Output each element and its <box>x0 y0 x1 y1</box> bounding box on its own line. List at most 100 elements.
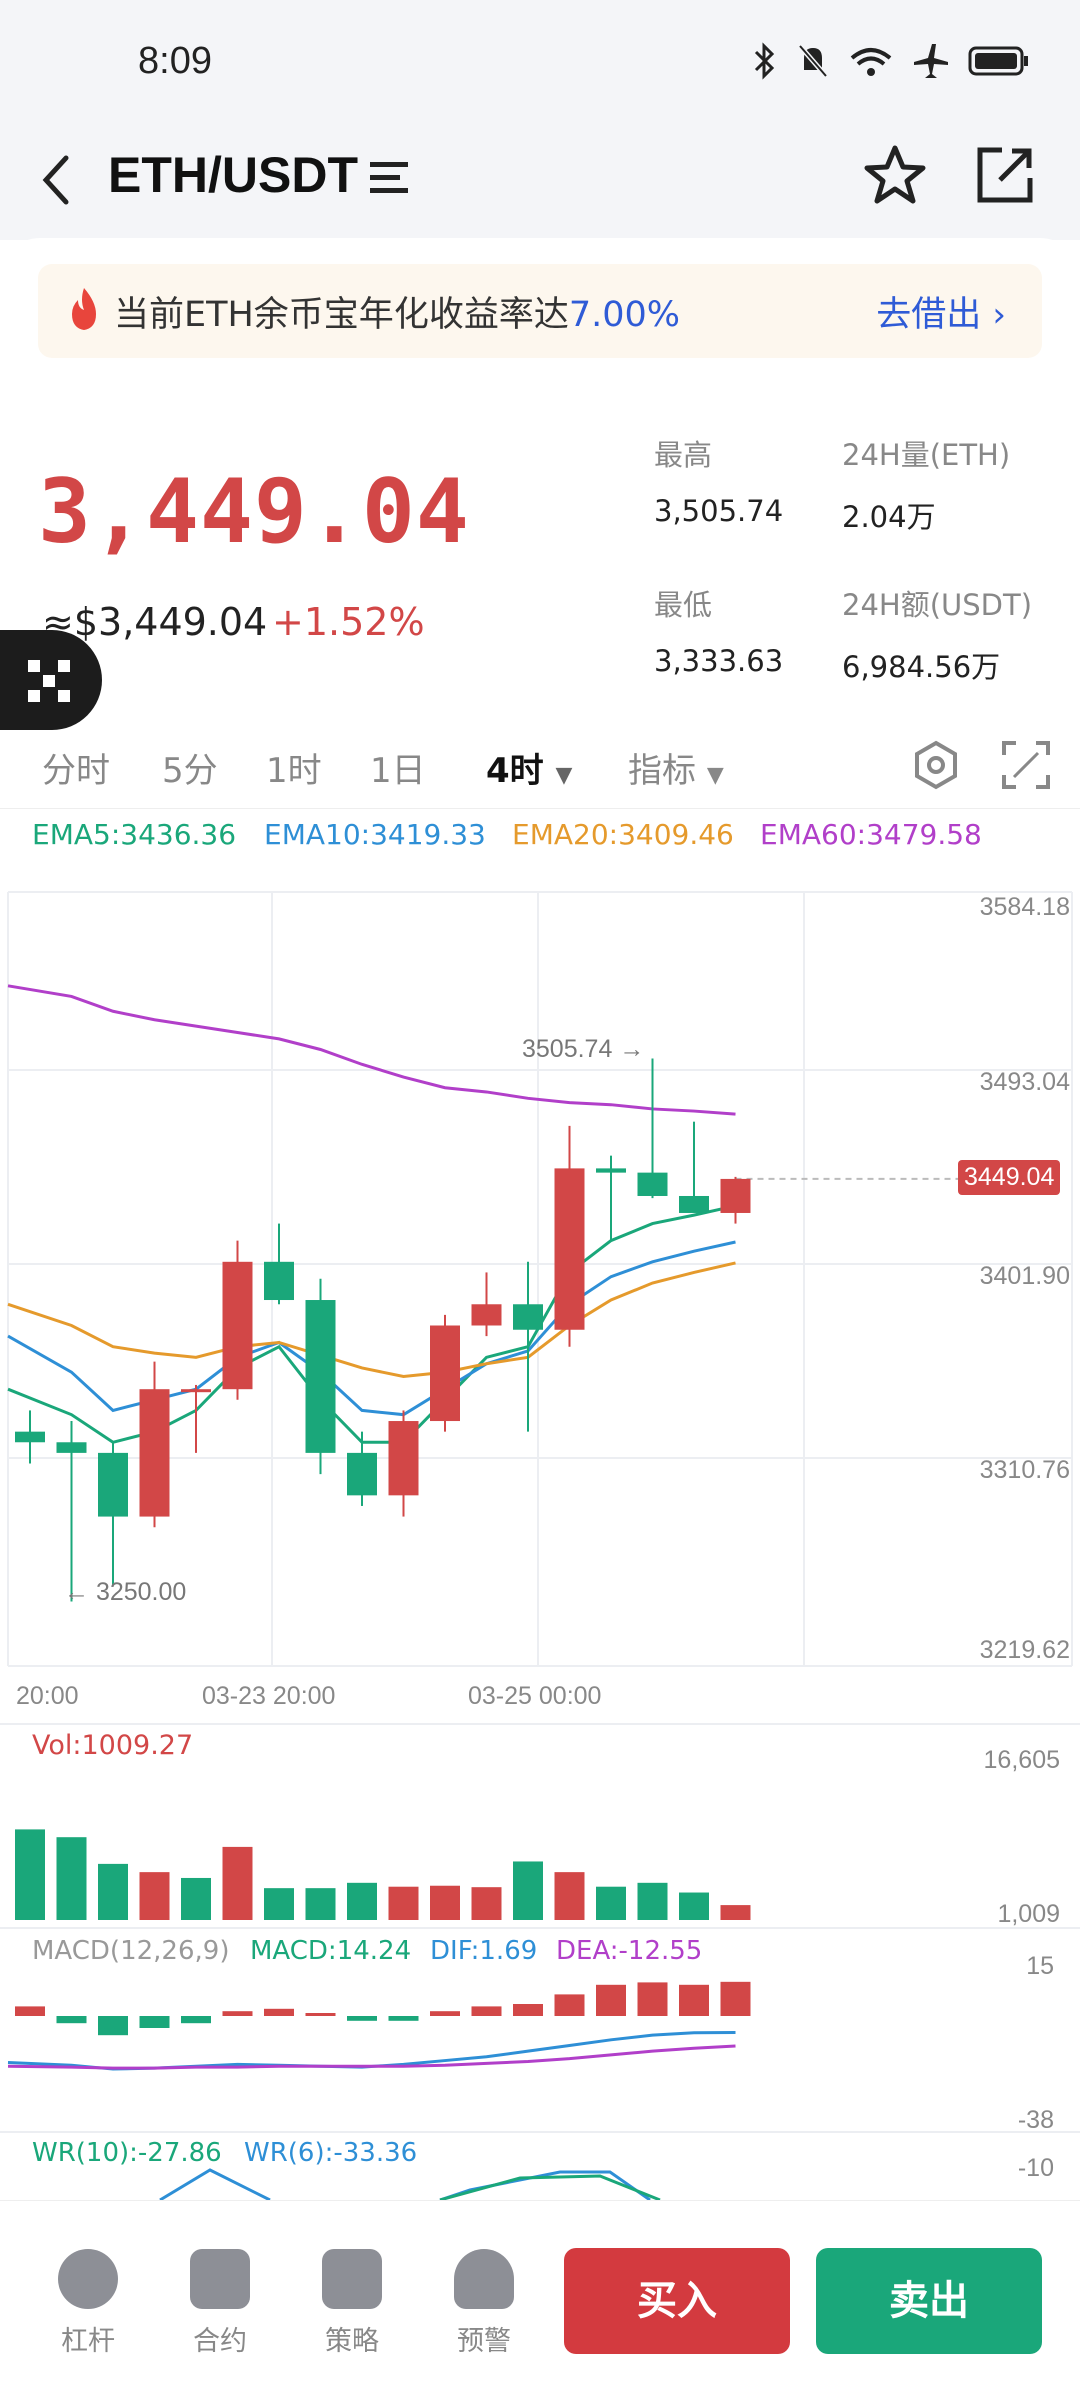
y-tick-1: 3493.04 <box>979 1068 1070 1096</box>
timeframe-tabs: 分时 5分 1时 1日 4时 ▼ 指标 ▼ <box>0 735 1080 805</box>
tab-timeshare[interactable]: 分时 <box>42 751 110 791</box>
airplane-icon <box>914 44 948 78</box>
fire-icon <box>72 288 96 330</box>
macd-hist-10 <box>430 2011 460 2016</box>
macd-hist-5 <box>222 2011 253 2016</box>
dea-value: DEA:-12.55 <box>556 1936 703 1966</box>
macd-hist-16 <box>679 1984 709 2016</box>
candle-body-11 <box>471 1304 502 1326</box>
volume-bar-0 <box>15 1829 45 1920</box>
macd-tick-low: -38 <box>1017 2106 1054 2134</box>
tab-indicators[interactable]: 指标 ▼ <box>628 751 724 791</box>
volume-bar-7 <box>305 1888 336 1920</box>
macd-tick-high: 15 <box>1026 1952 1054 1980</box>
tab-1d[interactable]: 1日 <box>370 751 426 791</box>
macd-hist-14 <box>596 1984 626 2016</box>
volume-bar-12 <box>513 1861 543 1920</box>
volume-bar-11 <box>471 1887 502 1920</box>
macd-hist-15 <box>637 1982 668 2016</box>
fullscreen-icon[interactable] <box>1000 739 1052 791</box>
vol-tick-low: 1,009 <box>997 1900 1060 1928</box>
back-icon[interactable] <box>36 150 76 210</box>
contract-tab[interactable]: 合约 <box>180 2249 260 2358</box>
macd-hist-8 <box>347 2016 377 2021</box>
pair-title[interactable]: ETH/USDT <box>108 147 358 203</box>
last-price: 3,449.04 <box>38 460 470 563</box>
x-tick-2: 03-25 00:00 <box>468 1682 602 1710</box>
earn-banner[interactable]: 当前ETH余币宝年化收益率达7.00% 去借出 › <box>38 264 1042 358</box>
y-tick-3: 3310.76 <box>979 1456 1070 1484</box>
vol-label: 24H量(ETH) <box>842 438 1011 472</box>
lend-link[interactable]: 去借出 › <box>876 295 1006 335</box>
ema10-line <box>7 1240 736 1417</box>
strategy-tab[interactable]: 策略 <box>312 2249 392 2358</box>
contract-label: 合约 <box>193 2326 247 2357</box>
macd-hist-0 <box>15 2006 45 2016</box>
x-tick-1: 03-23 20:00 <box>202 1682 336 1710</box>
candle-body-16 <box>679 1195 709 1213</box>
candle-body-10 <box>430 1325 460 1422</box>
battery-icon <box>968 46 1028 76</box>
divider <box>0 808 1080 809</box>
wr-panel <box>159 2168 661 2200</box>
star-icon[interactable] <box>862 142 928 208</box>
candle-body-0 <box>15 1431 45 1443</box>
pair-menu-icon[interactable] <box>368 156 410 200</box>
volume-bar-14 <box>596 1886 626 1920</box>
y-tick-0: 3584.18 <box>979 893 1070 921</box>
candle-body-5 <box>222 1261 253 1390</box>
tab-5m[interactable]: 5分 <box>162 751 218 791</box>
volume-bar-17 <box>720 1905 751 1920</box>
ema10-label: EMA10:3419.33 <box>264 818 486 851</box>
last-price-tag: 3449.04 <box>958 1160 1061 1195</box>
candle-body-9 <box>388 1421 419 1496</box>
candle-body-2 <box>98 1452 128 1517</box>
volume-bar-5 <box>222 1846 253 1920</box>
tab-4h[interactable]: 4时 ▼ <box>486 751 573 791</box>
ema5-label: EMA5:3436.36 <box>32 818 237 851</box>
share-icon[interactable] <box>972 142 1038 208</box>
volume-bar-16 <box>679 1892 709 1920</box>
wifi-icon <box>850 48 892 76</box>
macd-hist-6 <box>264 2008 294 2016</box>
y-tick-2: 3401.90 <box>979 1262 1070 1290</box>
buy-button[interactable]: 买入 <box>564 2248 790 2354</box>
volume-bars <box>15 1829 751 1920</box>
high-marker: 3505.74 → <box>522 1035 645 1063</box>
volume-bar-10 <box>430 1885 460 1920</box>
dif-line <box>7 2031 736 2071</box>
wr10-line <box>439 2174 661 2200</box>
candle-body-15 <box>637 1172 668 1196</box>
margin-icon <box>58 2249 118 2309</box>
margin-tab[interactable]: 杠杆 <box>48 2249 128 2358</box>
amount-label: 24H额(USDT) <box>842 588 1033 622</box>
mute-bell-icon <box>798 44 828 78</box>
wr6-value: WR(6):-33.36 <box>244 2138 418 2168</box>
kline-chart[interactable] <box>0 860 1080 2200</box>
status-bar: 8:09 <box>0 0 1080 130</box>
candle-body-13 <box>554 1168 585 1330</box>
macd-hist-12 <box>513 2004 543 2016</box>
nav-bar: ETH/USDT <box>0 130 1080 240</box>
candle-body-14 <box>596 1168 626 1173</box>
dea-line <box>7 2044 736 2070</box>
chart-settings-icon[interactable] <box>908 737 964 793</box>
high-label: 最高 <box>654 438 713 472</box>
sell-button[interactable]: 卖出 <box>816 2248 1042 2354</box>
margin-label: 杠杆 <box>61 2326 115 2357</box>
chart-grid <box>0 891 1080 2133</box>
price-change: +1.52% <box>272 600 425 644</box>
volume-bar-9 <box>388 1886 419 1920</box>
amount-value: 6,984.56万 <box>842 650 1001 684</box>
floating-widget-button[interactable] <box>0 630 102 730</box>
alert-tab[interactable]: 预警 <box>444 2249 524 2358</box>
high-value: 3,505.74 <box>654 494 784 528</box>
candle-body-1 <box>56 1442 87 1453</box>
low-value: 3,333.63 <box>654 644 784 678</box>
volume-bar-8 <box>347 1882 377 1920</box>
volume-label: Vol:1009.27 <box>32 1730 194 1761</box>
banner-text: 当前ETH余币宝年化收益率达7.00% <box>114 295 681 335</box>
qr-grid-icon <box>28 660 70 702</box>
tab-1h[interactable]: 1时 <box>266 751 322 791</box>
macd-hist-2 <box>98 2016 128 2036</box>
